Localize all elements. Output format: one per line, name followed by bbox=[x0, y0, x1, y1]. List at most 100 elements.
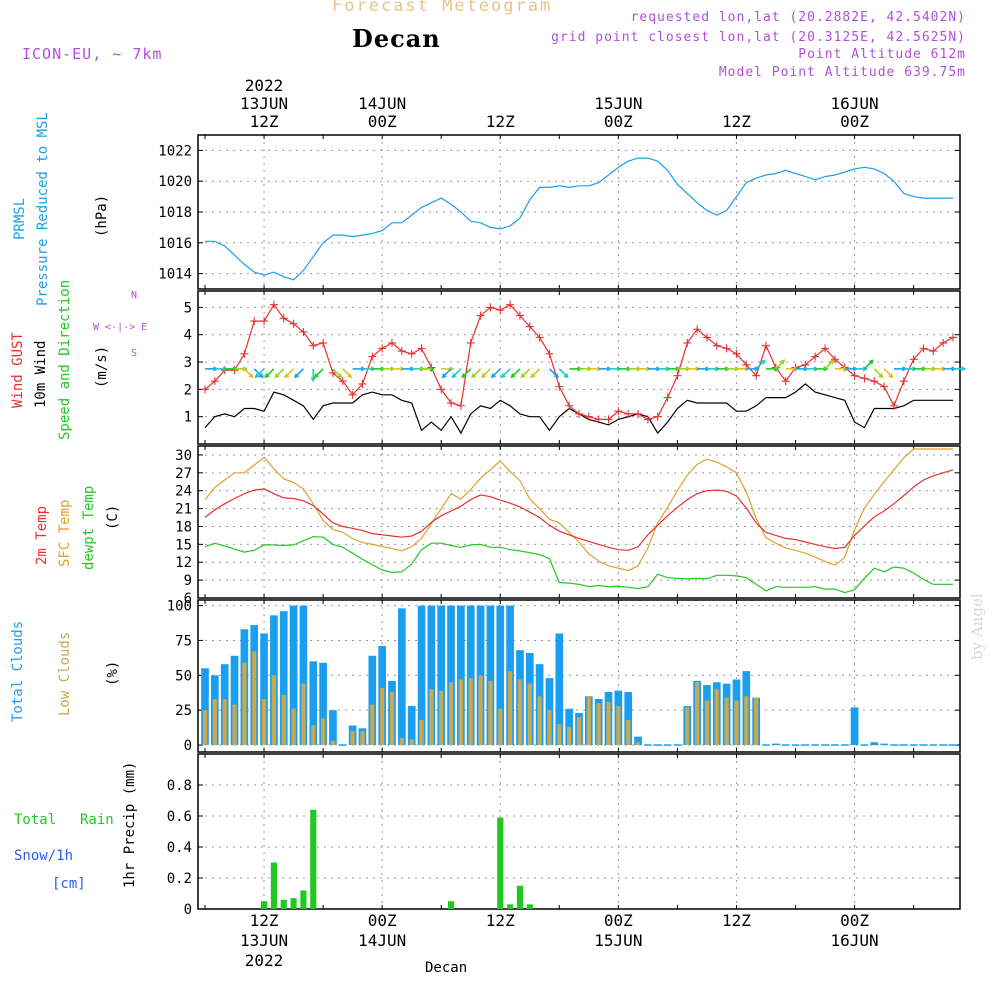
low-cloud-bar bbox=[537, 696, 542, 746]
bottom-time-label: 12Z bbox=[722, 911, 751, 930]
compass-n-label: N bbox=[131, 290, 137, 301]
wind-arrow bbox=[255, 368, 265, 378]
wind-arrow-head bbox=[480, 373, 487, 379]
low-cloud-bar bbox=[685, 707, 690, 746]
rain-bar bbox=[507, 904, 514, 909]
wind-arrow-head bbox=[754, 366, 760, 372]
wind-arrow bbox=[332, 368, 342, 378]
top-time-label: 00Z bbox=[840, 112, 869, 131]
wind-arrow-head bbox=[823, 366, 829, 372]
gust-marker bbox=[210, 377, 219, 386]
gust-marker bbox=[929, 347, 938, 356]
gust-marker bbox=[250, 317, 259, 326]
gust-marker bbox=[417, 344, 426, 353]
gust-marker bbox=[269, 300, 278, 309]
low-cloud-bar bbox=[202, 710, 208, 746]
gust-marker bbox=[309, 341, 318, 350]
low-cloud-bar bbox=[291, 708, 296, 746]
ms-unit-label: (m/s) bbox=[94, 346, 110, 388]
low-cloud-bar bbox=[350, 731, 355, 746]
meteogram-title: Forecast Meteogram bbox=[332, 0, 553, 16]
sfc-temp-label: SFC Temp bbox=[57, 500, 73, 567]
wind-arrow bbox=[451, 368, 462, 378]
low-cloud-bar bbox=[744, 696, 749, 746]
gust-marker bbox=[476, 311, 485, 320]
y-tick-label: 50 bbox=[175, 668, 192, 684]
total-cloud-bar bbox=[427, 605, 436, 746]
gust-marker bbox=[535, 333, 544, 342]
low-cloud-bar bbox=[380, 687, 385, 746]
low-cloud-bar bbox=[714, 689, 719, 746]
panel-frame bbox=[197, 445, 961, 599]
low-cloud-bar bbox=[448, 682, 454, 746]
wind-arrow-head bbox=[760, 359, 766, 365]
wind-arrow bbox=[863, 359, 874, 370]
gust-marker bbox=[348, 390, 357, 399]
wind-arrow-head bbox=[264, 373, 270, 379]
gust-marker bbox=[447, 399, 456, 408]
gust-marker bbox=[663, 393, 672, 402]
gust-marker bbox=[407, 349, 416, 358]
gust-marker bbox=[722, 344, 731, 353]
top-time-label: 12Z bbox=[486, 112, 515, 131]
y-tick-label: 1014 bbox=[158, 267, 192, 283]
gust-marker bbox=[830, 355, 839, 364]
low-cloud-bar bbox=[212, 699, 217, 746]
total-cloud-bar bbox=[417, 605, 426, 746]
pressure-panel: 1014 1016 1018 1020 1022 bbox=[158, 134, 961, 290]
wind-arrow bbox=[481, 368, 491, 378]
gust-marker bbox=[594, 415, 603, 424]
rain-bar bbox=[260, 901, 268, 909]
gust-marker bbox=[860, 374, 869, 383]
wind-arrow-head bbox=[471, 373, 477, 379]
low-cloud-bar bbox=[429, 689, 434, 746]
low-cloud-bar bbox=[399, 738, 404, 746]
total-cloud-bar bbox=[880, 743, 888, 746]
gust-marker bbox=[712, 341, 721, 350]
gust-marker bbox=[515, 311, 524, 320]
wind-arrow bbox=[883, 368, 894, 378]
low-cloud-bar bbox=[616, 705, 621, 746]
gust-marker bbox=[279, 314, 288, 323]
wind-arrow-head bbox=[888, 373, 894, 379]
low-cloud-bar bbox=[754, 697, 759, 746]
dewpt-temp-label: dewpt Temp bbox=[81, 486, 97, 570]
wind10m-label: 10m Wind bbox=[33, 341, 49, 408]
sfc-temp-line bbox=[204, 448, 953, 572]
wind-arrow-head bbox=[878, 373, 884, 379]
wind-arrow-head bbox=[500, 373, 506, 379]
bottom-time-label: 00Z bbox=[840, 911, 869, 930]
y-tick-label: 27 bbox=[175, 466, 192, 482]
rain-bar bbox=[497, 817, 504, 909]
pressure-msl-label: Pressure Reduced to MSL bbox=[35, 112, 51, 306]
gust-marker bbox=[584, 412, 593, 421]
gust-marker bbox=[565, 401, 574, 410]
gridpoint-lonlat: grid point closest lon,lat (20.3125E, 42… bbox=[551, 30, 966, 45]
wind-arrow bbox=[873, 368, 884, 378]
total-cloud-bar bbox=[368, 655, 377, 746]
wind-arrow-head bbox=[417, 366, 424, 372]
total-cloud-bar bbox=[437, 605, 446, 746]
gust-marker bbox=[388, 338, 396, 347]
low-cloud-bar bbox=[596, 703, 601, 746]
wind-arrow bbox=[274, 368, 285, 378]
gust-marker bbox=[702, 333, 711, 342]
low-cloud-bar bbox=[242, 662, 247, 746]
gust-marker bbox=[880, 382, 889, 391]
y-tick-label: 1016 bbox=[158, 236, 192, 252]
bottom-time-label: 00Z bbox=[604, 911, 633, 930]
model-name: ICON-EU, ~ 7km bbox=[22, 45, 163, 63]
total-cloud-bar bbox=[279, 611, 288, 746]
wind-arrow-head bbox=[429, 366, 435, 372]
total-cloud-bar bbox=[319, 662, 327, 746]
wind-arrow-head bbox=[293, 373, 300, 379]
gust-marker bbox=[614, 407, 623, 416]
top-time-label: 15JUN bbox=[594, 94, 642, 113]
top-time-label: 13JUN bbox=[240, 94, 288, 113]
total-cloud-bar bbox=[407, 705, 416, 746]
low-cloud-bar bbox=[635, 742, 641, 746]
total-rain-rain-label: Rain bbox=[80, 812, 114, 828]
low-cloud-bar bbox=[360, 731, 365, 746]
gust-marker bbox=[575, 409, 583, 418]
gust-marker bbox=[624, 409, 633, 418]
